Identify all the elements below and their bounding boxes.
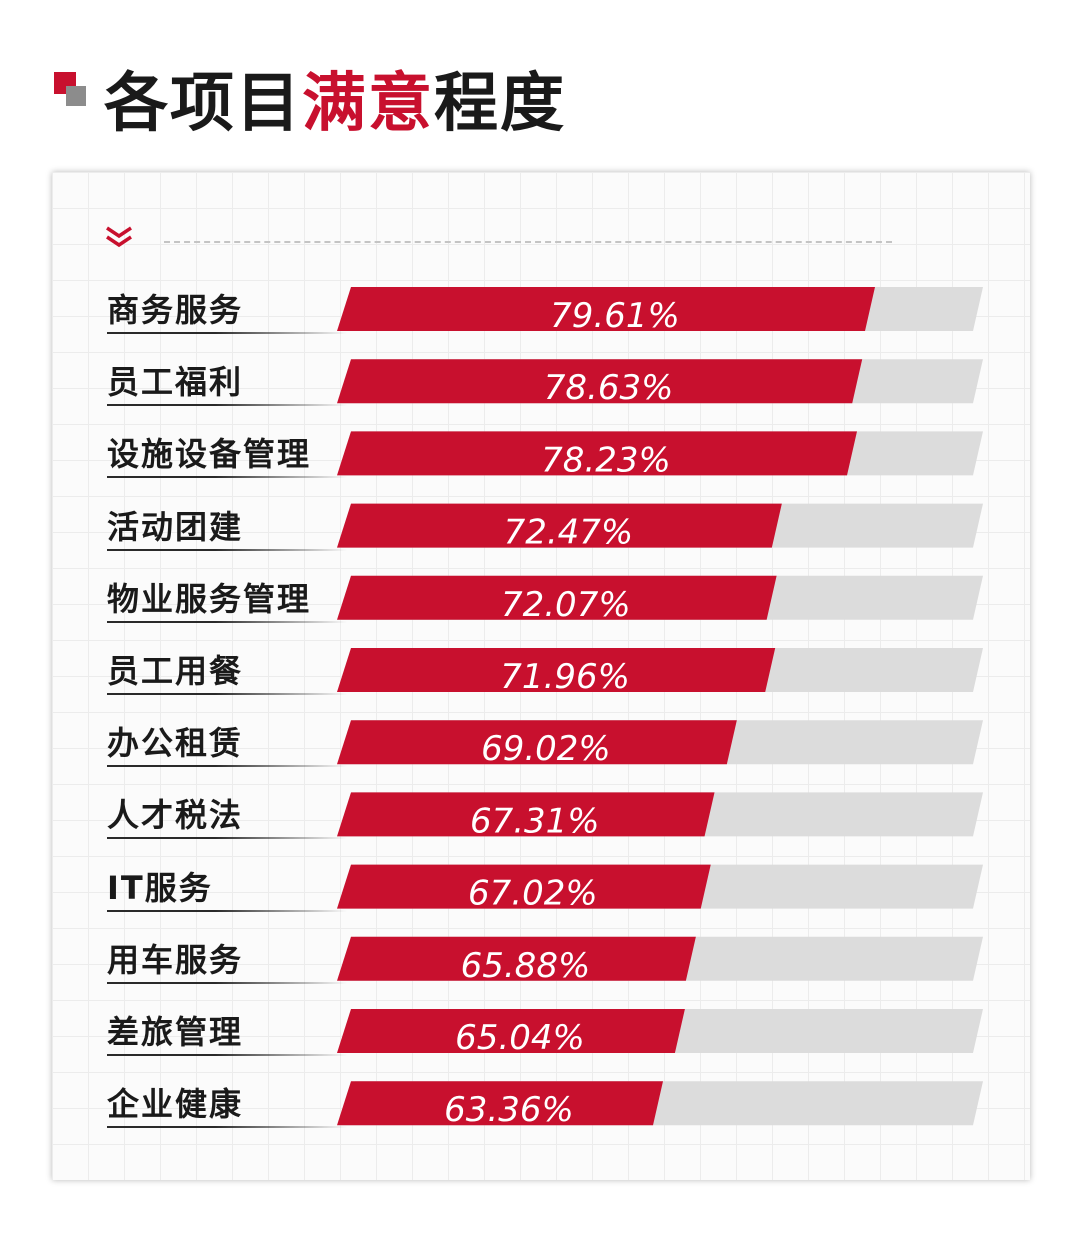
- data-label: 67.02%: [468, 874, 598, 914]
- bar: [337, 864, 711, 909]
- double-chevron-down-icon: [106, 226, 132, 248]
- bar: [337, 503, 782, 548]
- bar: [337, 936, 696, 981]
- chart-panel: 商务服务员工福利设施设备管理 活动团建物业服务管理 员工用餐办公租赁人才税法 IT服务…: [52, 172, 1030, 1180]
- category-label: 用车服务: [107, 940, 244, 979]
- data-label: 71.96%: [500, 657, 630, 697]
- bar: [337, 359, 863, 404]
- bar: [337, 1009, 685, 1053]
- label-underline: [107, 1054, 347, 1056]
- data-label: 69.02%: [481, 729, 611, 769]
- bar-chart: 79.61% 78.63% 78.23% 72.47% 72.07% 71.96% 69.0…: [337, 287, 983, 1130]
- bar: [337, 720, 737, 765]
- bar: [337, 575, 777, 620]
- page-title: 各项目满意程度: [104, 52, 566, 144]
- category-label: 企业健康: [107, 1085, 244, 1124]
- data-label: 65.04%: [455, 1018, 585, 1058]
- data-label: 78.23%: [541, 440, 671, 480]
- label-underline: [107, 837, 347, 840]
- label-underline: [107, 620, 347, 623]
- data-label: 63.36%: [444, 1090, 574, 1130]
- category-label: 办公租赁: [107, 724, 244, 763]
- category-label: 人才税法: [107, 796, 244, 835]
- category-label: 活动团建: [107, 507, 244, 546]
- category-label: 设施设备管理: [107, 435, 312, 474]
- bar: [337, 792, 715, 837]
- data-label: 72.47%: [504, 513, 634, 553]
- data-label: 79.61%: [550, 296, 680, 336]
- category-label: 物业服务管理: [107, 579, 312, 618]
- title-highlight: 满意: [302, 67, 434, 141]
- category-label: IT服务: [107, 868, 213, 907]
- data-label: 67.31%: [470, 801, 600, 841]
- label-underline: [107, 765, 347, 768]
- label-underline: [107, 548, 347, 551]
- category-label: 商务服务: [107, 291, 244, 329]
- title-part-2: 程度: [434, 67, 566, 141]
- category-label: 员工用餐: [107, 652, 244, 690]
- label-underline: [107, 476, 347, 479]
- data-label: 72.07%: [501, 585, 631, 625]
- label-underline: [107, 693, 347, 695]
- label-underline: [107, 909, 347, 912]
- label-underline: [107, 404, 347, 407]
- dashed-divider: [164, 241, 892, 243]
- category-label: 员工福利: [107, 363, 244, 402]
- label-underline: [107, 1126, 347, 1129]
- label-underline: [107, 981, 347, 984]
- title-part-1: 各项目: [104, 67, 302, 141]
- data-label: 78.63%: [544, 368, 674, 408]
- square-mark-icon: [52, 72, 92, 112]
- label-underline: [107, 332, 347, 334]
- data-label: 65.88%: [461, 946, 591, 986]
- bar: [337, 1081, 663, 1126]
- bar: [337, 431, 857, 476]
- bar: [337, 648, 776, 692]
- bar: [337, 287, 875, 331]
- category-label: 差旅管理: [107, 1013, 244, 1051]
